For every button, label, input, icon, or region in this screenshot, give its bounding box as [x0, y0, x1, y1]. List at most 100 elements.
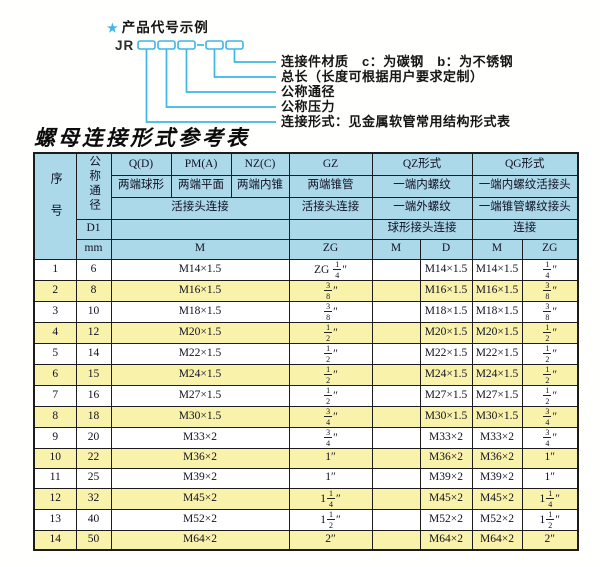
- row-qz-d: M45×2: [419, 487, 473, 510]
- table-row: 12 32 M45×2 1 1 4 ″ M45×2 M45×2 1 1 4 ″: [33, 487, 579, 510]
- header-row-1: 序号 公称通径 Q(D) PM(A) NZ(C) GZ QZ形式 QG形式: [33, 152, 579, 260]
- header-qz-desc1: 一端内螺纹: [371, 174, 473, 198]
- header-qg-conn: 连接: [471, 218, 579, 240]
- code-diagram-lines: [137, 40, 276, 123]
- row-qg-m: M22×1.5: [471, 342, 523, 365]
- row-seq: 3: [33, 300, 77, 323]
- table-row: 11 25 M39×2 1″ M39×2 M39×2 1″: [33, 467, 579, 489]
- row-zg: 3 4 ″: [288, 426, 373, 449]
- row-zg: 2″: [288, 529, 373, 551]
- header-row-5: mm M ZG M D M ZG: [34, 238, 579, 260]
- row-qz-m: [371, 258, 421, 281]
- header-qz-desc2: 一端外螺纹: [371, 196, 473, 220]
- row-dn: 12: [75, 321, 112, 344]
- header-seq: 序号: [33, 152, 77, 260]
- row-qz-d: M39×2: [419, 467, 473, 489]
- row-qz-m: [371, 300, 421, 323]
- row-m: M24×1.5: [110, 363, 290, 386]
- row-dn: 6: [75, 258, 112, 281]
- leader-line-length: [213, 49, 276, 78]
- row-qz-m: [371, 529, 421, 551]
- table-row: 3 10 M18×1.5 3 8 ″ M18×1.5 M18×1.5 3 8 ″: [33, 300, 579, 323]
- table-title: 螺母连接形式参考表: [34, 125, 250, 150]
- row-m: M52×2: [110, 508, 290, 531]
- leader-line-diameter: [185, 49, 276, 93]
- row-qz-d: M16×1.5: [419, 279, 473, 302]
- row-qz-m: [371, 363, 421, 386]
- row-zg: 1 2 ″: [288, 384, 373, 407]
- row-qg-zg: 1 2 ″: [521, 384, 579, 407]
- row-seq: 1: [33, 258, 77, 281]
- header-m1: M: [110, 238, 290, 260]
- header-gz-conn: 活接头连接: [288, 196, 373, 220]
- code-box-4: [205, 40, 224, 50]
- row-dn: 20: [75, 426, 112, 449]
- row-qz-m: [371, 342, 421, 365]
- row-qg-m: M14×1.5: [471, 258, 523, 281]
- header-row-3: 活接头连接 活接头连接 一端外螺纹 一端锥管螺纹接头: [34, 196, 579, 220]
- row-qg-zg: 3 4 ″: [521, 426, 579, 449]
- header-empty-1: [110, 218, 290, 240]
- row-qz-m: [371, 447, 421, 469]
- row-seq: 13: [33, 508, 77, 531]
- header-qz-conn: 球形接头连接: [371, 218, 473, 240]
- spec-label-length: 总长（长度可根据用户要求定制）: [281, 69, 484, 84]
- row-qg-zg: 1 4 ″: [521, 258, 579, 281]
- row-seq: 10: [33, 447, 77, 469]
- row-qg-zg: 1 2 ″: [521, 321, 579, 344]
- row-seq: 12: [33, 487, 77, 510]
- row-dn: 10: [75, 300, 112, 323]
- code-box-3: [177, 40, 196, 50]
- row-qz-d: M20×1.5: [419, 321, 473, 344]
- row-qg-m: M39×2: [471, 467, 523, 489]
- spec-label-pressure: 公称压力: [281, 99, 336, 114]
- row-seq: 9: [33, 426, 77, 449]
- header-col-nz: NZ(C): [230, 152, 290, 176]
- header-mm: mm: [75, 238, 112, 260]
- row-qg-m: M36×2: [471, 447, 523, 469]
- header-seq-text: 序号: [49, 172, 64, 237]
- row-seq: 6: [33, 363, 77, 386]
- row-qg-zg: 1″: [521, 447, 579, 469]
- row-m: M39×2: [110, 467, 290, 489]
- row-zg: 1 2 ″: [288, 321, 373, 344]
- header-empty-2: [288, 218, 373, 240]
- header-qg-desc2: 一端锥管螺纹接头: [471, 196, 579, 220]
- header-d1: D1: [75, 218, 112, 240]
- row-qz-d: M14×1.5: [419, 258, 473, 281]
- row-qg-m: M52×2: [471, 508, 523, 531]
- row-zg: 1″: [288, 467, 373, 489]
- header-dn-text: 公称通径: [88, 155, 101, 214]
- nut-connection-table: 序号 公称通径 Q(D) PM(A) NZ(C) GZ QZ形式 QG形式 两端…: [33, 152, 579, 551]
- header-col-q: Q(D): [110, 152, 172, 176]
- row-qz-d: M22×1.5: [419, 342, 473, 365]
- row-qz-d: M24×1.5: [419, 363, 473, 386]
- row-seq: 2: [33, 279, 77, 302]
- row-zg: ZG 1 4 ″: [288, 258, 373, 281]
- row-dn: 16: [75, 384, 112, 407]
- code-prefix: JR: [115, 38, 135, 53]
- row-qg-m: M64×2: [471, 529, 523, 551]
- header-row-2: 两端球形 两端平面 两端内锥 两端锥管 一端内螺纹 一端内螺纹活接头: [34, 174, 579, 198]
- row-qg-m: M20×1.5: [471, 321, 523, 344]
- diagram-title-text: 产品代号示例: [121, 20, 209, 35]
- row-zg: 3 4 ″: [288, 405, 373, 428]
- row-qz-m: [371, 321, 421, 344]
- row-dn: 18: [75, 405, 112, 428]
- table-row: 6 15 M24×1.5 1 2 ″ M24×1.5 M24×1.5 1 2 ″: [33, 363, 579, 386]
- row-dn: 50: [75, 529, 112, 551]
- code-box-5: [225, 40, 244, 50]
- row-qg-m: M30×1.5: [471, 405, 523, 428]
- row-qg-zg: 1″: [521, 467, 579, 489]
- row-seq: 14: [33, 529, 77, 551]
- header-nz-desc: 两端内锥: [230, 174, 290, 198]
- table-row: 8 18 M30×1.5 3 4 ″ M30×1.5 M30×1.5 3 4 ″: [33, 405, 579, 428]
- row-qg-m: M27×1.5: [471, 384, 523, 407]
- row-qg-zg: 3 8 ″: [521, 300, 579, 323]
- leader-line-pressure: [165, 49, 276, 108]
- row-qg-zg: 1 1 2 ″: [521, 508, 579, 531]
- header-col-gz: GZ: [288, 152, 373, 176]
- row-qz-d: M33×2: [419, 426, 473, 449]
- row-zg: 1 1 4 ″: [288, 487, 373, 510]
